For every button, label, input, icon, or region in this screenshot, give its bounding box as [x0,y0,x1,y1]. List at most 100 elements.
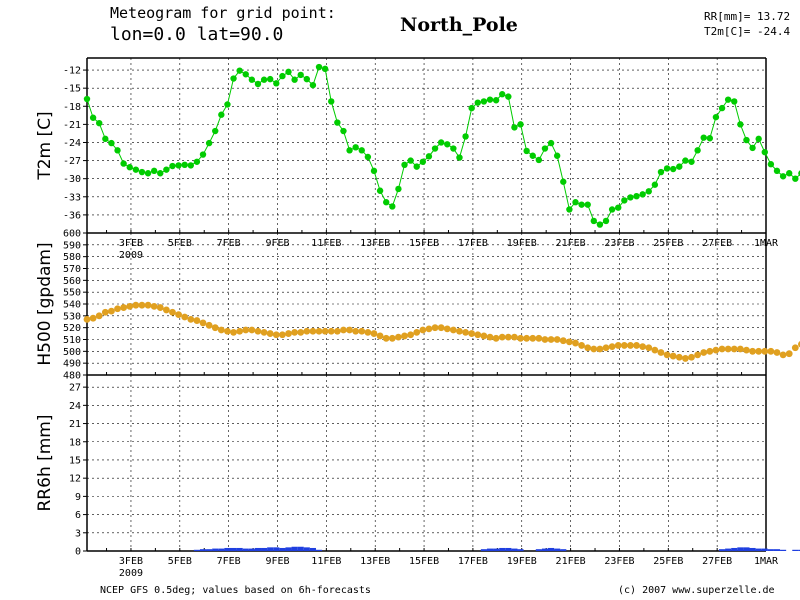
rain-bar [315,549,323,551]
t2m-point [749,144,756,152]
h500-point [236,327,244,335]
h500-point [736,345,744,353]
h500-point [504,333,512,341]
t2m-point [401,161,408,169]
t2m-point [706,135,714,142]
t2m-point [437,139,445,146]
h500-point [608,343,616,350]
h500-point [590,345,598,353]
x-tick-label: 27FEB [702,556,732,567]
t2m-point [187,162,195,169]
rain-bar [725,548,732,551]
t2m-point [480,98,488,105]
h500-point [242,326,250,334]
h500-point [285,330,292,337]
h500-point [419,326,427,334]
h500-point [443,325,451,333]
h500-point [382,334,390,342]
h500-point [785,350,793,358]
x-tick-label: 7FEB [217,556,241,567]
y-tick-label: -33 [63,192,81,203]
rain-bar [743,547,750,551]
t2m-point [89,114,97,121]
t2m-point [590,217,598,225]
t2m-point [352,144,359,151]
h500-point [523,334,531,342]
h500-point [138,301,146,309]
t2m-point [505,93,512,100]
t2m-point [328,98,335,105]
h500-point [358,327,366,335]
t2m-point [370,167,378,175]
h500-point [340,326,347,334]
t2m-point [132,166,140,173]
t2m-point [334,119,341,126]
rain-bar [309,547,316,551]
y-tick-label: 510 [63,335,81,346]
t2m-point [382,199,390,206]
t2m-point [260,76,268,83]
h500-point [688,353,695,361]
h500-point [639,343,647,350]
h500-point [767,347,775,355]
h500-point [657,349,665,356]
data-source-note: NCEP GFS 0.5deg; values based on 6h-fore… [100,585,371,596]
t2m-point [144,170,152,177]
rain-bar [218,548,225,551]
h500-point [315,327,323,335]
t2m-point [419,158,427,165]
h500-point [700,349,708,356]
h500-point [333,327,341,335]
t2m-point [340,127,347,135]
t2m-point [273,80,280,87]
h500-point [395,333,402,341]
t2m-point [321,65,329,73]
t2m-point [413,163,420,170]
h500-point [614,342,622,349]
t2m-point [786,170,793,177]
h500-point [388,334,396,342]
y-tick-label: 15 [69,455,81,466]
y-tick-label: -24 [63,138,81,149]
y-tick-label: 21 [69,419,81,430]
h500-point [321,327,329,335]
h500-point [193,317,201,324]
h500-point [633,342,640,349]
h500-point [486,333,494,341]
rain-bar [206,549,213,551]
rain-bar [285,547,292,551]
h500-point [627,342,634,349]
y-tick-label: 9 [75,492,81,503]
h500-point [669,352,677,360]
h500-point [327,327,335,335]
y-tick-label: 500 [63,347,81,358]
h500-point [181,313,189,321]
h500-point [480,332,488,340]
h500-point [761,347,769,355]
h500-point [456,327,463,335]
y-tick-label: 18 [69,437,81,448]
h500-point [217,326,225,334]
h500-point [205,321,213,329]
h500-point [706,347,714,355]
y-tick-label: 560 [63,276,81,287]
t2m-point [199,151,207,158]
t2m-point [450,145,457,152]
rain-bar [242,548,249,551]
h500-point [663,351,671,359]
y-tick-label: 0 [75,547,81,558]
t2m-point [724,96,732,103]
t2m-point [248,76,256,83]
h500-point [108,307,115,315]
t2m-point [102,135,109,143]
rain-bar [773,549,781,551]
h500-point [620,342,628,349]
t2m-point [108,139,115,147]
h500-point [584,344,592,352]
rain-bar [193,549,200,551]
h500-point [651,346,659,354]
h500-point [749,347,756,355]
h500-point [578,342,585,349]
copyright-note: (c) 2007 www.superzelle.de [618,585,775,596]
h500-point [83,315,91,323]
